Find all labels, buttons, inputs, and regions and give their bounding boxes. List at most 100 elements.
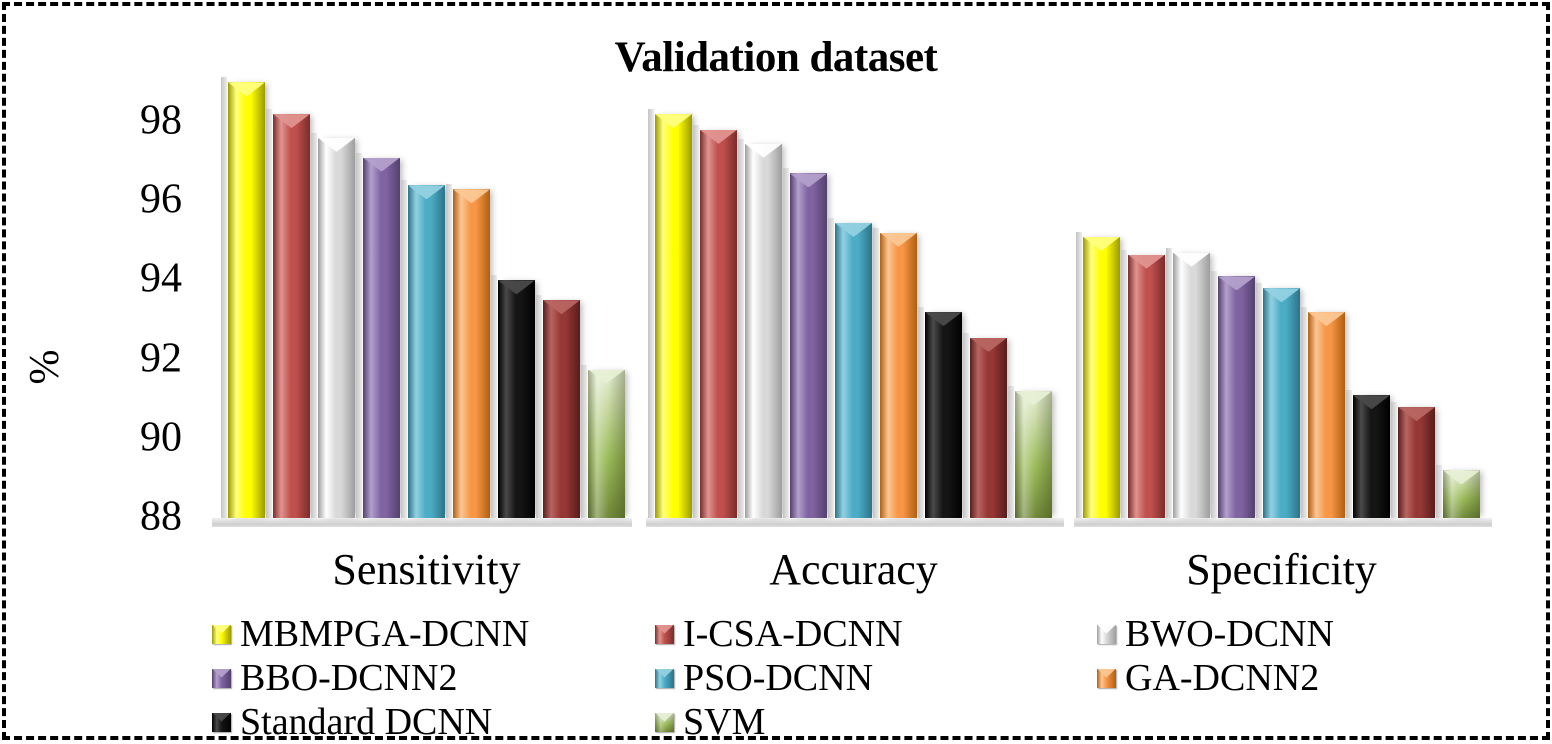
legend-label: BWO-DCNN <box>1125 613 1334 655</box>
legend-swatch-highlight <box>1097 624 1116 634</box>
bar-top-highlight <box>363 157 400 172</box>
legend-swatch-highlight <box>1097 668 1116 678</box>
bar-top-highlight <box>273 114 310 129</box>
bar-bbo-dcnn2-sensitivity <box>356 152 400 519</box>
bar-top-highlight <box>790 173 827 188</box>
y-tick-label-92: 92 <box>140 334 182 381</box>
bar-unlabeled-sensitivity <box>536 295 580 518</box>
bar-svm-sensitivity <box>581 364 625 518</box>
bar-svm-specificity <box>1436 465 1480 518</box>
bar-i-csa-dcnn-specificity <box>1121 249 1165 519</box>
bar-top-highlight <box>835 222 872 237</box>
legend-swatch-pso-dcnn <box>655 668 674 688</box>
bar-mbmpga-dcnn-specificity <box>1076 231 1120 519</box>
chart-title: Validation dataset <box>614 34 938 81</box>
bar-standard-dcnn-accuracy <box>918 307 962 518</box>
bar-bwo-dcnn-sensitivity <box>311 132 355 519</box>
bar-ga-dcnn2-specificity <box>1301 307 1345 518</box>
bar-ga-dcnn2-accuracy <box>873 227 917 519</box>
y-axis-label: % <box>22 349 68 385</box>
legend-label: BBO-DCNN2 <box>240 657 458 699</box>
legend-item-svm: SVM <box>655 703 1097 741</box>
legend-item-bwo-dcnn: BWO-DCNN <box>1097 615 1527 653</box>
floor-sensitivity <box>212 518 632 527</box>
bar-top-highlight <box>1308 312 1345 327</box>
bar-unlabeled-specificity <box>1391 402 1435 518</box>
bar-pso-dcnn-accuracy <box>828 217 872 519</box>
y-tick-label-98: 98 <box>140 97 182 144</box>
category-label-sensitivity: Sensitivity <box>332 545 521 594</box>
legend-item-i-csa-dcnn: I-CSA-DCNN <box>655 615 1097 653</box>
bar-bwo-dcnn-specificity <box>1166 247 1210 519</box>
bar-bwo-dcnn-accuracy <box>738 138 782 519</box>
category-label-accuracy: Accuracy <box>769 545 938 594</box>
legend: MBMPGA-DCNN I-CSA-DCNN BWO-DCNN BBO-DCNN2 PS… <box>212 612 1527 744</box>
floor-specificity <box>1074 518 1492 527</box>
bar-top-highlight <box>880 232 917 247</box>
legend-swatch-highlight <box>212 712 231 722</box>
bar-standard-dcnn-sensitivity <box>491 275 535 518</box>
bar-top-highlight <box>925 312 962 327</box>
bar-pso-dcnn-specificity <box>1256 283 1300 518</box>
y-tick-label-94: 94 <box>140 255 182 302</box>
floor-accuracy <box>646 518 1064 527</box>
legend-swatch-svm <box>655 712 674 732</box>
legend-label: I-CSA-DCNN <box>683 613 903 655</box>
legend-swatch-standard-dcnn <box>212 712 231 732</box>
bar-mbmpga-dcnn-accuracy <box>648 109 692 518</box>
legend-swatch-highlight <box>655 668 674 678</box>
legend-item-mbmpga-dcnn: MBMPGA-DCNN <box>212 615 655 653</box>
y-tick-label-88: 88 <box>140 493 182 540</box>
bar-ga-dcnn2-sensitivity <box>446 184 490 518</box>
legend-label: MBMPGA-DCNN <box>240 613 530 655</box>
bar-bbo-dcnn2-accuracy <box>783 168 827 518</box>
legend-swatch-bwo-dcnn <box>1097 624 1116 644</box>
legend-item-ga-dcnn2: GA-DCNN2 <box>1097 659 1527 697</box>
bar-standard-dcnn-specificity <box>1346 390 1390 518</box>
category-label-specificity: Specificity <box>1186 545 1377 594</box>
bar-top-highlight <box>408 185 445 200</box>
bar-top-highlight <box>655 114 692 129</box>
bar-top-highlight <box>1443 470 1480 485</box>
bar-mbmpga-dcnn-sensitivity <box>221 77 265 518</box>
bar-top-highlight <box>453 189 490 204</box>
legend-item-pso-dcnn: PSO-DCNN <box>655 659 1097 697</box>
bar-pso-dcnn-sensitivity <box>401 180 445 518</box>
legend-swatch-highlight <box>212 668 231 678</box>
bar-i-csa-dcnn-accuracy <box>693 124 737 519</box>
bar-top-highlight <box>588 369 625 384</box>
bar-top-highlight <box>1353 395 1390 410</box>
bar-top-highlight <box>543 300 580 315</box>
legend-label: Standard DCNN <box>240 701 493 743</box>
bar-top-highlight <box>700 129 737 144</box>
bar-top-highlight <box>970 337 1007 352</box>
legend-swatch-mbmpga-dcnn <box>212 624 231 644</box>
bar-top-highlight <box>1083 236 1120 251</box>
bar-top-highlight <box>745 143 782 158</box>
bar-top-highlight <box>1128 254 1165 269</box>
bar-top-highlight <box>1015 391 1052 406</box>
legend-label: SVM <box>683 701 766 743</box>
legend-item-bbo-dcnn2: BBO-DCNN2 <box>212 659 655 697</box>
bar-svm-accuracy <box>1008 386 1052 518</box>
y-tick-label-90: 90 <box>140 414 182 461</box>
bar-top-highlight <box>1263 288 1300 303</box>
y-tick-label-96: 96 <box>140 176 182 223</box>
legend-swatch-i-csa-dcnn <box>655 624 674 644</box>
bar-top-highlight <box>228 82 265 97</box>
legend-label: PSO-DCNN <box>683 657 874 699</box>
legend-label: GA-DCNN2 <box>1125 657 1320 699</box>
legend-swatch-bbo-dcnn2 <box>212 668 231 688</box>
bar-top-highlight <box>1218 276 1255 291</box>
bar-unlabeled-accuracy <box>963 332 1007 519</box>
bar-i-csa-dcnn-sensitivity <box>266 109 310 518</box>
bar-top-highlight <box>318 137 355 152</box>
bar-top-highlight <box>498 280 535 295</box>
bar-top-highlight <box>1173 252 1210 267</box>
bar-top-highlight <box>1398 407 1435 422</box>
legend-item-standard-dcnn: Standard DCNN <box>212 703 655 741</box>
legend-swatch-ga-dcnn2 <box>1097 668 1116 688</box>
bar-bbo-dcnn2-specificity <box>1211 271 1255 518</box>
legend-swatch-highlight <box>212 624 231 634</box>
